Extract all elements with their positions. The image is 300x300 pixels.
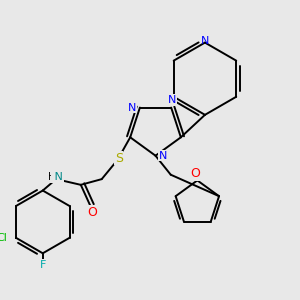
Text: N: N <box>201 36 209 46</box>
Text: O: O <box>87 206 97 219</box>
Text: Cl: Cl <box>0 232 8 243</box>
Text: N: N <box>159 151 167 161</box>
Text: N: N <box>51 172 63 182</box>
Text: S: S <box>115 152 123 165</box>
Text: F: F <box>40 260 46 270</box>
Text: N: N <box>128 103 136 112</box>
Text: O: O <box>190 167 200 180</box>
Text: N: N <box>168 95 176 105</box>
Text: H: H <box>48 172 55 182</box>
